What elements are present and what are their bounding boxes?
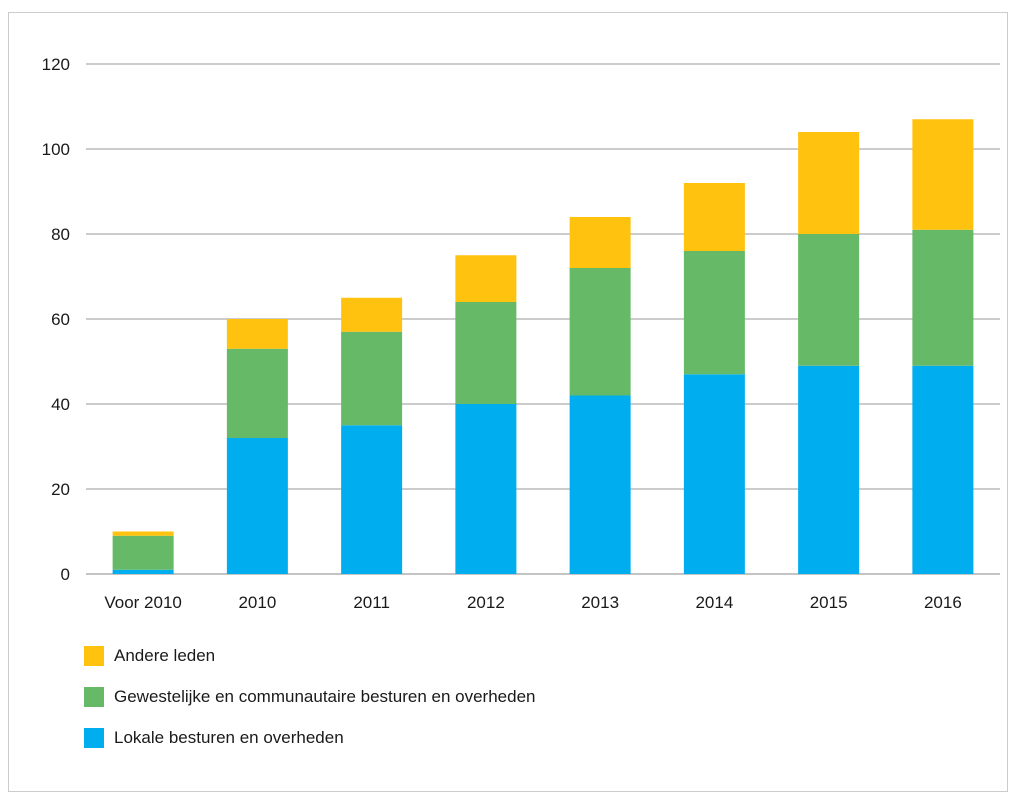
legend-item-gewestelijke: Gewestelijke en communautaire besturen e…: [84, 687, 535, 707]
legend-swatch-gewestelijke: [84, 687, 104, 707]
legend-swatch-andere-leden: [84, 646, 104, 666]
bar-segment: [226, 438, 288, 574]
legend-item-andere-leden: Andere leden: [84, 646, 535, 666]
bar-segment: [683, 251, 745, 375]
bar-segment: [912, 119, 974, 230]
y-tick-label: 100: [42, 140, 70, 159]
bar-segment: [226, 348, 288, 438]
bar-segment: [341, 331, 403, 426]
bar-segment: [569, 395, 631, 574]
bar-segment: [341, 297, 403, 332]
bar-segment: [112, 531, 174, 536]
bar-segment: [798, 365, 860, 574]
bar-segment: [683, 374, 745, 574]
y-tick-label: 40: [51, 395, 70, 414]
x-tick-label: 2013: [581, 593, 619, 612]
legend-label-gewestelijke: Gewestelijke en communautaire besturen e…: [114, 687, 536, 706]
bar-segment: [455, 302, 517, 404]
legend-swatch-lokale: [84, 728, 104, 748]
legend: Andere leden Gewestelijke en communautai…: [84, 646, 535, 769]
stacked-bar-chart: 0 20 40 60 80 100 120 Voor 2010 2010 2011 2012 2013…: [42, 55, 1000, 612]
x-tick-label: Voor 2010: [104, 593, 182, 612]
y-tick-label: 120: [42, 55, 70, 74]
bar-segment: [569, 217, 631, 268]
x-tick-label: 2014: [695, 593, 733, 612]
bar-segment: [798, 132, 860, 234]
bar-segment: [226, 319, 288, 349]
x-tick-label: 2011: [353, 593, 390, 612]
x-tick-label: 2016: [924, 593, 962, 612]
x-tick-label: 2012: [467, 593, 505, 612]
bar-segment: [569, 268, 631, 396]
y-tick-label: 20: [51, 480, 70, 499]
bar-segment: [912, 365, 974, 574]
y-tick-label: 0: [61, 565, 70, 584]
y-tick-label: 60: [51, 310, 70, 329]
bar-segment: [112, 569, 174, 574]
legend-label-andere-leden: Andere leden: [114, 646, 216, 665]
bar-segment: [683, 183, 745, 251]
legend-label-lokale: Lokale besturen en overheden: [114, 728, 344, 747]
bar-segment: [455, 404, 517, 574]
x-tick-label: 2010: [238, 593, 276, 612]
bar-segment: [341, 425, 403, 574]
bar-segment: [798, 234, 860, 366]
x-tick-label: 2015: [810, 593, 848, 612]
legend-item-lokale: Lokale besturen en overheden: [84, 728, 535, 748]
y-tick-label: 80: [51, 225, 70, 244]
bar-segment: [912, 229, 974, 366]
bar-segment: [455, 255, 517, 302]
bar-segment: [112, 535, 174, 570]
